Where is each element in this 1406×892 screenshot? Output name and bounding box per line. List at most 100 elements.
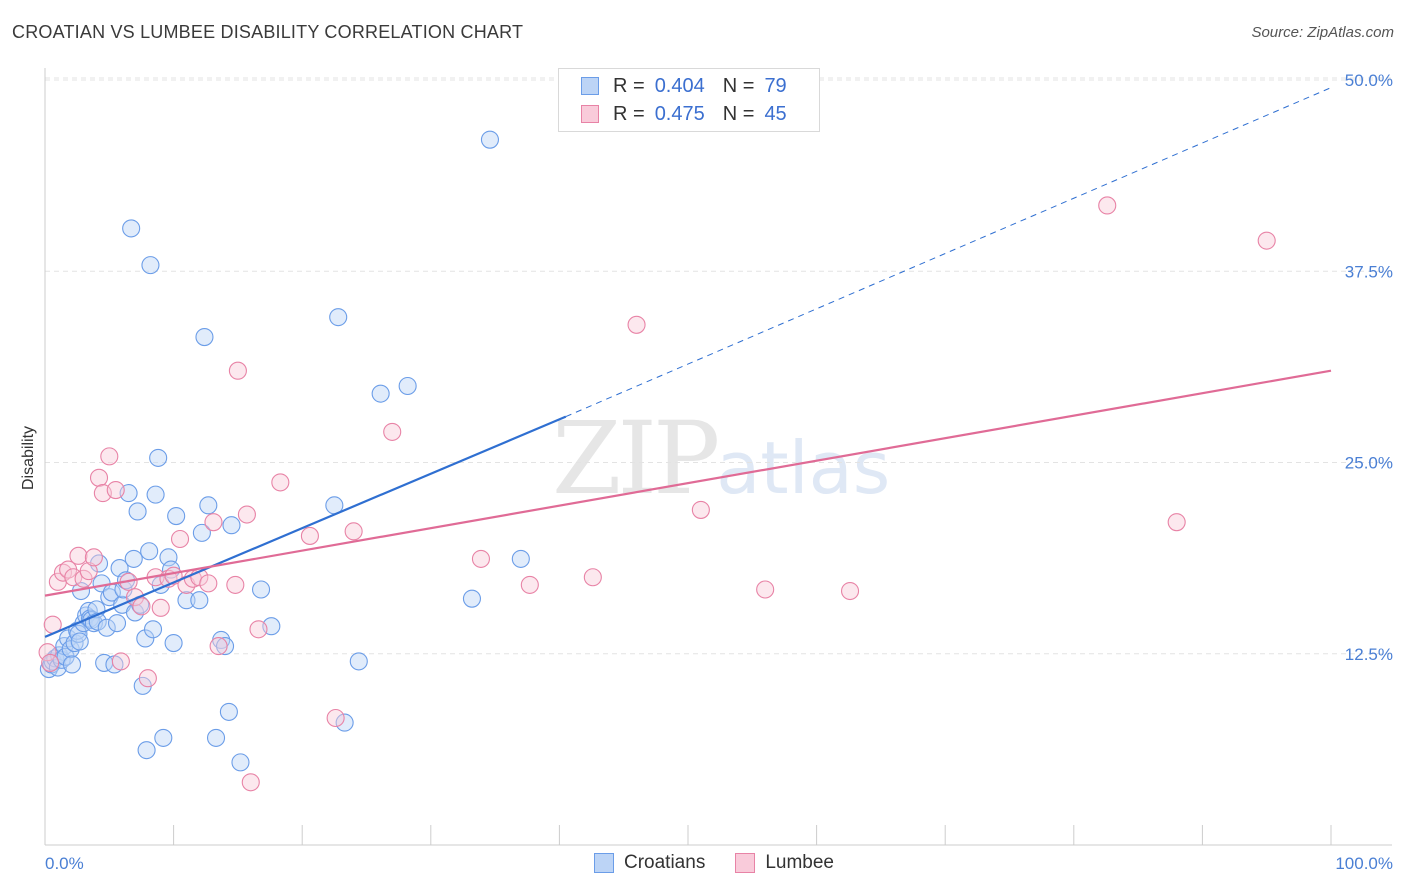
data-point <box>137 741 156 760</box>
watermark: ZIPatlas <box>552 400 890 517</box>
data-point <box>107 614 127 633</box>
data-point <box>226 575 245 594</box>
chart-title: CROATIAN VS LUMBEE DISABILITY CORRELATIO… <box>12 22 524 42</box>
data-point <box>41 653 60 672</box>
data-point <box>132 597 151 616</box>
data-point <box>840 581 860 601</box>
data-point <box>164 633 183 653</box>
data-point <box>209 637 228 656</box>
legend-r-value: 0.404 <box>654 74 705 97</box>
data-point <box>335 713 354 732</box>
legend-n-label: N = <box>722 74 755 97</box>
data-point <box>170 529 190 549</box>
legend-r-label: R = <box>613 102 645 125</box>
correlation-legend: R = 0.404 N = 79 R = 0.475 N = 45 <box>558 68 820 132</box>
data-point <box>151 598 170 617</box>
y-tick-label: 25.0% <box>1345 454 1393 473</box>
data-point <box>146 485 165 504</box>
data-point <box>1257 231 1276 250</box>
x-tick-label: 100.0% <box>1335 854 1393 873</box>
data-point <box>480 130 500 149</box>
data-point <box>471 549 491 568</box>
trend-line-croatians <box>44 415 567 638</box>
data-point <box>190 591 209 610</box>
data-point <box>122 219 141 238</box>
data-point <box>141 256 160 275</box>
data-point <box>140 542 159 561</box>
data-point <box>627 315 646 334</box>
series-swatch-croatians <box>594 853 614 873</box>
legend-swatch-croatians <box>581 77 599 95</box>
data-point <box>231 753 250 772</box>
axis-labels: 12.5% 25.0% 37.5% 50.0% 0.0% 100.0% Disability <box>20 71 1393 873</box>
data-point <box>84 548 103 567</box>
data-point <box>89 468 109 487</box>
data-point <box>149 448 168 467</box>
data-point <box>192 523 211 542</box>
y-tick-label: 50.0% <box>1345 71 1393 90</box>
data-point <box>206 728 226 747</box>
data-point <box>691 500 710 519</box>
data-point <box>215 637 235 656</box>
data-point <box>398 376 417 396</box>
data-point <box>383 422 402 441</box>
source-label: Source: ZipAtlas.com <box>1251 24 1394 41</box>
data-point <box>154 728 173 747</box>
data-point <box>62 655 82 674</box>
data-point <box>195 327 214 347</box>
data-point <box>329 308 348 327</box>
series-label-croatians: Croatians <box>624 852 706 873</box>
data-point <box>222 516 241 535</box>
data-point <box>583 568 602 587</box>
data-point <box>38 643 57 662</box>
data-point <box>344 522 363 541</box>
watermark-zip: ZIP <box>552 400 720 517</box>
data-point <box>300 526 319 545</box>
series-legend-croatians: Croatians <box>594 852 705 874</box>
data-point <box>70 632 89 651</box>
y-tick-label: 37.5% <box>1345 262 1393 281</box>
data-point <box>326 708 345 728</box>
data-point <box>249 620 268 639</box>
series-swatch-lumbee <box>735 853 756 873</box>
data-point <box>1098 196 1117 215</box>
legend-swatch-lumbee <box>581 105 599 123</box>
trend-lines <box>44 87 1332 638</box>
series-label-lumbee: Lumbee <box>765 852 834 873</box>
data-point <box>111 652 130 671</box>
data-point <box>167 506 186 526</box>
watermark-atlas: atlas <box>716 426 891 510</box>
data-point <box>199 574 218 593</box>
series-legend-lumbee: Lumbee <box>735 852 834 874</box>
data-point <box>138 669 157 688</box>
legend-r-label: R = <box>613 74 645 97</box>
series-legend: Croatians Lumbee <box>594 852 864 874</box>
data-point <box>177 591 196 610</box>
legend-r-value: 0.475 <box>654 102 705 125</box>
legend-n-label: N = <box>722 102 755 125</box>
data-point <box>128 502 147 521</box>
trend-line-lumbee <box>44 369 1332 597</box>
data-point <box>79 562 98 581</box>
grid-lines <box>45 77 1392 655</box>
data-point <box>53 563 73 582</box>
data-point <box>97 618 116 637</box>
data-point <box>228 361 247 380</box>
data-point <box>136 629 155 648</box>
data-point <box>69 624 88 643</box>
legend-n-value: 45 <box>764 102 787 125</box>
legend-n-value: 79 <box>764 74 787 97</box>
data-point <box>106 480 125 500</box>
lumbee-points <box>38 196 1276 792</box>
y-tick-label: 12.5% <box>1345 645 1393 664</box>
data-point <box>204 513 223 532</box>
data-point <box>143 620 163 639</box>
data-point <box>219 702 238 721</box>
data-point <box>124 549 143 568</box>
data-point <box>69 546 88 565</box>
data-point <box>237 505 256 524</box>
axes <box>44 68 1392 846</box>
trend-extension-croatians <box>565 87 1332 418</box>
data-point <box>520 575 539 594</box>
